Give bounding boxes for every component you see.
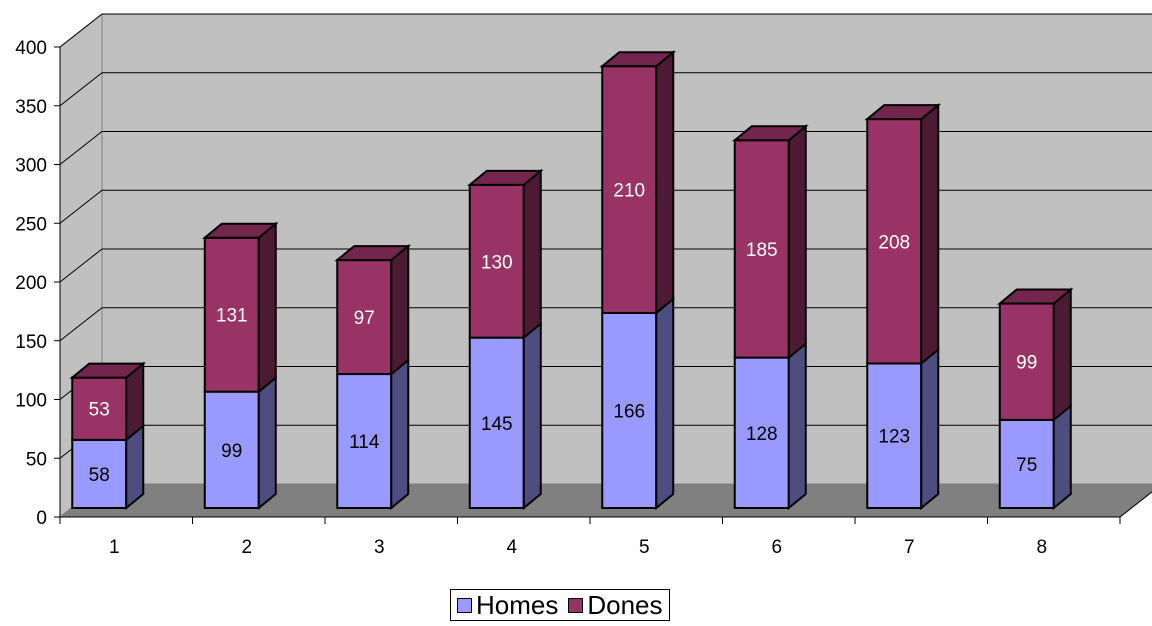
bar-segment-front [71, 376, 128, 441]
bar-segment-side [655, 296, 675, 511]
legend-label-dones: Dones [587, 589, 663, 620]
bar-segment-front [336, 259, 393, 376]
y-tick-label: 300 [15, 156, 47, 177]
bar-segment-side [920, 102, 940, 366]
legend-item-homes: Homes [457, 590, 558, 621]
gridline-side [59, 307, 103, 342]
bar-segment-side [1052, 403, 1072, 511]
bar-segment-front [203, 236, 260, 393]
data-label: 99 [221, 441, 242, 462]
gridline-side [59, 131, 103, 165]
legend-label-homes: Homes [476, 589, 559, 620]
bar-top [731, 125, 809, 142]
y-tick-label: 150 [15, 332, 47, 353]
data-label: 53 [89, 400, 110, 421]
bar-segment-side [787, 124, 807, 360]
bar-top [466, 169, 544, 186]
bar-segment-side [257, 221, 277, 394]
bar-segment-side [522, 168, 542, 340]
data-label: 208 [878, 232, 910, 253]
bar-top [201, 222, 279, 239]
bar-segment-side [390, 243, 410, 377]
y-tick-label: 200 [15, 273, 47, 294]
data-label: 210 [613, 181, 645, 202]
x-tick-label: 8 [1036, 537, 1047, 558]
chart-legend: Homes Dones [450, 589, 670, 621]
bar-segment-front [733, 139, 790, 359]
legend-item-dones: Dones [568, 589, 663, 621]
y-tick-label: 0 [36, 508, 47, 529]
bar-top [69, 362, 147, 379]
bar-segment-side [390, 357, 410, 511]
bar-segment-front [468, 183, 525, 339]
legend-swatch-dones [568, 597, 584, 613]
data-label: 130 [481, 252, 513, 273]
x-tick-label: 6 [771, 537, 782, 558]
x-tick-label: 1 [109, 537, 120, 558]
bar-top [996, 288, 1074, 305]
bar-segment-front [866, 362, 923, 509]
legend-swatch-homes [457, 597, 472, 613]
data-label: 131 [216, 306, 248, 327]
data-label: 128 [746, 424, 778, 445]
data-label: 58 [89, 465, 110, 486]
data-label: 166 [613, 401, 645, 422]
bar-top [334, 245, 412, 262]
x-tick-label: 7 [904, 537, 915, 558]
data-label: 99 [1016, 353, 1037, 374]
y-tick-label: 50 [26, 449, 47, 470]
bar-segment-front [998, 302, 1055, 421]
x-tick-label: 5 [639, 537, 650, 558]
bar-segment-front [468, 336, 525, 509]
y-tick-label: 250 [15, 214, 47, 235]
data-label: 114 [349, 432, 380, 453]
bar-segment-side [920, 347, 940, 511]
bar-segment-side [1052, 287, 1072, 422]
gridline-side [59, 72, 103, 107]
gridline-side [59, 189, 103, 224]
data-label: 123 [878, 427, 910, 448]
bar-segment-side [655, 50, 675, 316]
bar-segment-front [866, 118, 923, 365]
gridline-side [59, 13, 103, 48]
data-label: 97 [354, 308, 375, 329]
gridline-side [59, 248, 103, 283]
bar-segment-side [787, 341, 807, 511]
data-label: 185 [746, 240, 778, 261]
x-axis-depth [1119, 491, 1152, 518]
y-tick-label: 350 [15, 97, 47, 118]
x-tick-label: 3 [374, 537, 385, 558]
data-label: 145 [481, 414, 513, 435]
x-tick-label: 4 [506, 537, 517, 558]
x-tick-label: 2 [241, 537, 252, 558]
y-tick-label: 100 [15, 391, 47, 412]
y-tick-label: 400 [15, 38, 47, 59]
bar-top [864, 104, 942, 121]
bar-segment-front [336, 373, 393, 509]
data-label: 75 [1016, 455, 1037, 476]
bar-segment-side [522, 321, 542, 511]
bar-top [599, 51, 677, 68]
bar-segment-side [257, 375, 277, 511]
